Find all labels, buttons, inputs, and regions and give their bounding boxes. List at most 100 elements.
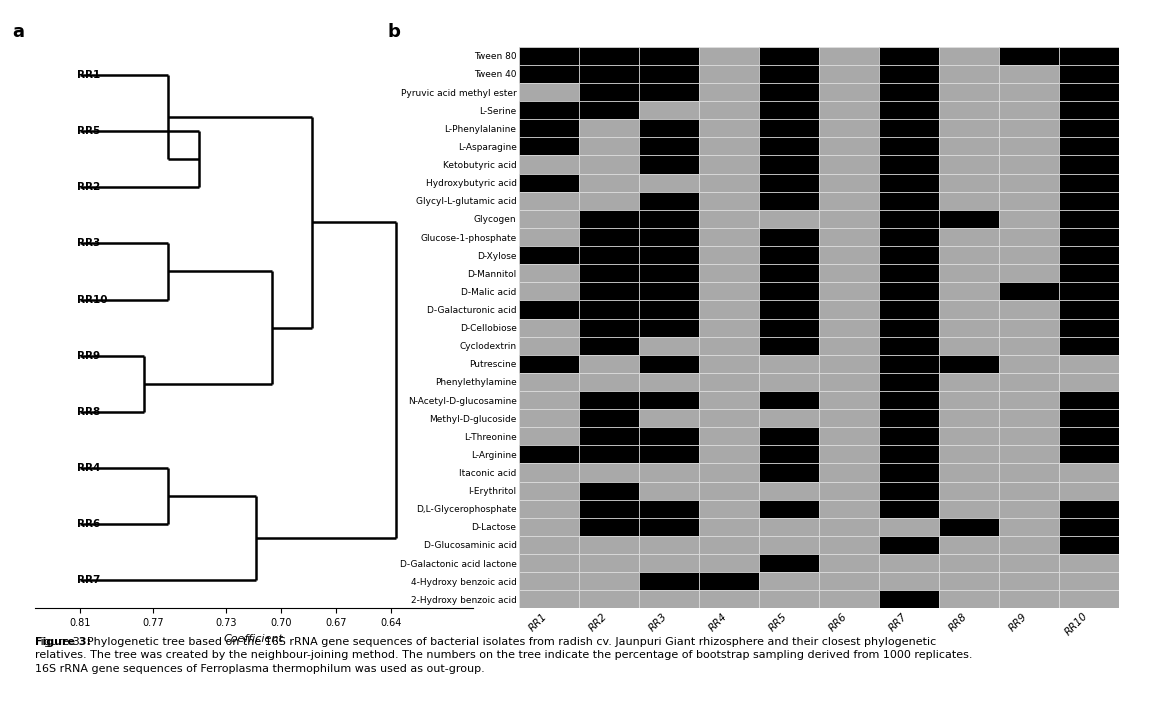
Bar <box>819 47 879 65</box>
Bar <box>819 337 879 355</box>
Bar <box>999 482 1059 500</box>
Text: RR5: RR5 <box>76 126 100 136</box>
Bar <box>759 464 819 482</box>
Bar <box>999 246 1059 264</box>
Bar <box>999 464 1059 482</box>
Bar <box>519 355 579 373</box>
Bar <box>759 391 819 409</box>
Bar <box>639 174 699 192</box>
Bar <box>999 174 1059 192</box>
Bar <box>579 264 639 282</box>
Bar <box>1059 536 1119 554</box>
Bar <box>879 101 939 120</box>
Bar <box>939 337 999 355</box>
Bar <box>999 318 1059 337</box>
Bar <box>819 536 879 554</box>
Bar <box>999 409 1059 427</box>
Bar <box>579 192 639 210</box>
Bar <box>1059 482 1119 500</box>
Text: RR6: RR6 <box>76 519 100 529</box>
Bar <box>579 446 639 464</box>
Bar <box>759 446 819 464</box>
Bar <box>699 318 759 337</box>
Bar <box>819 554 879 572</box>
Bar <box>819 101 879 120</box>
Bar <box>819 482 879 500</box>
Bar <box>939 554 999 572</box>
Bar <box>699 518 759 536</box>
Bar <box>519 65 579 83</box>
Bar <box>639 427 699 446</box>
Bar <box>519 554 579 572</box>
Bar <box>759 120 819 138</box>
Bar <box>699 83 759 101</box>
Bar <box>819 300 879 318</box>
Bar <box>579 83 639 101</box>
Bar <box>879 300 939 318</box>
Bar <box>939 282 999 300</box>
Bar <box>639 210 699 228</box>
Bar <box>819 572 879 590</box>
Bar <box>1059 446 1119 464</box>
Bar <box>1059 391 1119 409</box>
Bar <box>819 446 879 464</box>
Bar <box>639 192 699 210</box>
Bar <box>879 174 939 192</box>
Bar <box>579 518 639 536</box>
Bar <box>699 282 759 300</box>
Bar <box>519 138 579 156</box>
Bar <box>519 446 579 464</box>
Bar <box>879 228 939 246</box>
Bar <box>939 391 999 409</box>
Bar <box>999 282 1059 300</box>
Bar <box>759 228 819 246</box>
Bar <box>879 427 939 446</box>
Bar <box>999 572 1059 590</box>
Bar <box>639 101 699 120</box>
Bar <box>939 156 999 174</box>
Bar <box>759 300 819 318</box>
Bar <box>759 192 819 210</box>
Bar <box>939 300 999 318</box>
Bar <box>579 409 639 427</box>
Bar <box>939 101 999 120</box>
Bar <box>819 192 879 210</box>
Bar <box>639 300 699 318</box>
Bar <box>939 138 999 156</box>
Bar <box>819 174 879 192</box>
Text: RR1: RR1 <box>76 70 100 80</box>
Bar <box>819 355 879 373</box>
Bar <box>879 482 939 500</box>
Bar <box>699 228 759 246</box>
Bar <box>1059 174 1119 192</box>
Bar <box>759 174 819 192</box>
Bar <box>579 210 639 228</box>
Bar <box>819 228 879 246</box>
Bar <box>519 83 579 101</box>
Bar <box>999 373 1059 391</box>
Bar <box>579 65 639 83</box>
Bar <box>639 355 699 373</box>
Bar <box>759 101 819 120</box>
Bar <box>699 554 759 572</box>
Bar <box>759 536 819 554</box>
Bar <box>759 590 819 608</box>
Bar <box>639 409 699 427</box>
Bar <box>999 101 1059 120</box>
Bar <box>1059 318 1119 337</box>
Bar <box>579 47 639 65</box>
Bar <box>819 282 879 300</box>
Bar <box>639 156 699 174</box>
Bar <box>639 373 699 391</box>
Bar <box>939 246 999 264</box>
Bar <box>759 47 819 65</box>
Bar <box>639 391 699 409</box>
Bar <box>1059 427 1119 446</box>
Bar <box>519 464 579 482</box>
Bar <box>939 446 999 464</box>
Bar <box>999 228 1059 246</box>
Bar <box>939 482 999 500</box>
Bar <box>579 500 639 518</box>
Bar <box>759 409 819 427</box>
Bar <box>1059 373 1119 391</box>
